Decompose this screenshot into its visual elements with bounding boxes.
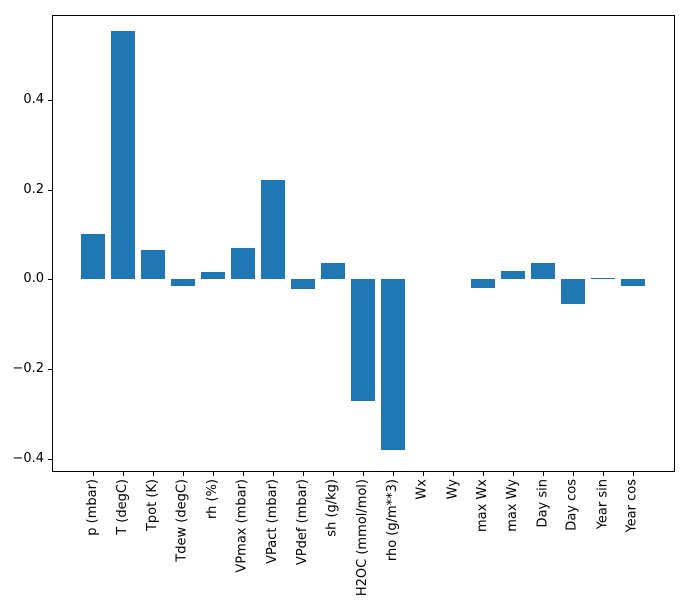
x-tick-mark bbox=[93, 472, 94, 476]
x-tick-label: VPmax (mbar) bbox=[235, 479, 250, 573]
y-tick-mark bbox=[48, 279, 52, 281]
plot-area bbox=[52, 15, 675, 472]
x-tick-label: rho (g/m**3) bbox=[385, 479, 400, 562]
x-tick-label: Day sin bbox=[535, 479, 550, 528]
x-tick-label: Year sin bbox=[595, 479, 610, 530]
bar-max-wx bbox=[471, 279, 495, 289]
bar-vpact-mbar bbox=[261, 180, 285, 280]
bar-h2oc-mmol-mol bbox=[351, 279, 375, 401]
bar-day-cos bbox=[561, 279, 585, 305]
x-tick-label: Tpot (K) bbox=[145, 479, 160, 532]
x-tick-mark bbox=[333, 472, 334, 476]
bar-rho-g-m-3 bbox=[381, 279, 405, 451]
x-tick-label: Day cos bbox=[565, 479, 580, 531]
x-tick-label: sh (g/kg) bbox=[325, 479, 340, 537]
x-tick-mark bbox=[573, 472, 574, 476]
x-tick-label: Year cos bbox=[625, 479, 640, 533]
x-tick-mark bbox=[633, 472, 634, 476]
y-tick-mark bbox=[48, 458, 52, 460]
y-tick-mark bbox=[48, 100, 52, 102]
x-tick-mark bbox=[213, 472, 214, 476]
x-tick-label: p (mbar) bbox=[85, 479, 100, 536]
bar-vpdef-mbar bbox=[291, 279, 315, 289]
x-tick-mark bbox=[183, 472, 184, 476]
y-tick-mark bbox=[48, 189, 52, 191]
x-tick-mark bbox=[423, 472, 424, 476]
x-tick-mark bbox=[603, 472, 604, 476]
x-tick-mark bbox=[483, 472, 484, 476]
x-tick-label: max Wy bbox=[505, 479, 520, 532]
bar-day-sin bbox=[531, 262, 555, 280]
bar-tpot-k bbox=[141, 249, 165, 280]
x-tick-mark bbox=[453, 472, 454, 476]
x-tick-mark bbox=[363, 472, 364, 476]
y-tick-label: 0.0 bbox=[23, 271, 44, 287]
x-tick-mark bbox=[543, 472, 544, 476]
x-tick-label: max Wx bbox=[475, 479, 490, 533]
x-tick-label: rh (%) bbox=[205, 479, 220, 519]
y-tick-mark bbox=[48, 368, 52, 370]
bar-p-mbar bbox=[81, 233, 105, 280]
x-tick-mark bbox=[303, 472, 304, 476]
bar-t-degc bbox=[111, 30, 135, 280]
y-tick-label: 0.4 bbox=[23, 92, 44, 108]
y-tick-label: −0.4 bbox=[12, 450, 44, 466]
bar-vpmax-mbar bbox=[231, 248, 255, 280]
x-tick-mark bbox=[393, 472, 394, 476]
x-tick-label: H2OC (mmol/mol) bbox=[355, 479, 370, 597]
bar-tdew-degc bbox=[171, 279, 195, 287]
x-tick-mark bbox=[243, 472, 244, 476]
bar-max-wy bbox=[501, 270, 525, 280]
x-tick-mark bbox=[513, 472, 514, 476]
x-tick-label: VPdef (mbar) bbox=[295, 479, 310, 566]
x-tick-label: Wy bbox=[445, 479, 460, 500]
x-tick-mark bbox=[153, 472, 154, 476]
bar-rh bbox=[201, 272, 225, 280]
x-tick-label: Tdew (degC) bbox=[175, 479, 190, 562]
x-tick-label: VPact (mbar) bbox=[265, 479, 280, 564]
x-tick-mark bbox=[273, 472, 274, 476]
bar-sh-g-kg bbox=[321, 263, 345, 280]
x-tick-label: T (degC) bbox=[115, 479, 130, 535]
x-tick-label: Wx bbox=[415, 479, 430, 500]
y-tick-label: −0.2 bbox=[12, 360, 44, 376]
bar-year-cos bbox=[621, 279, 645, 287]
x-tick-mark bbox=[123, 472, 124, 476]
bar-year-sin bbox=[591, 277, 615, 280]
y-tick-label: 0.2 bbox=[23, 181, 44, 197]
